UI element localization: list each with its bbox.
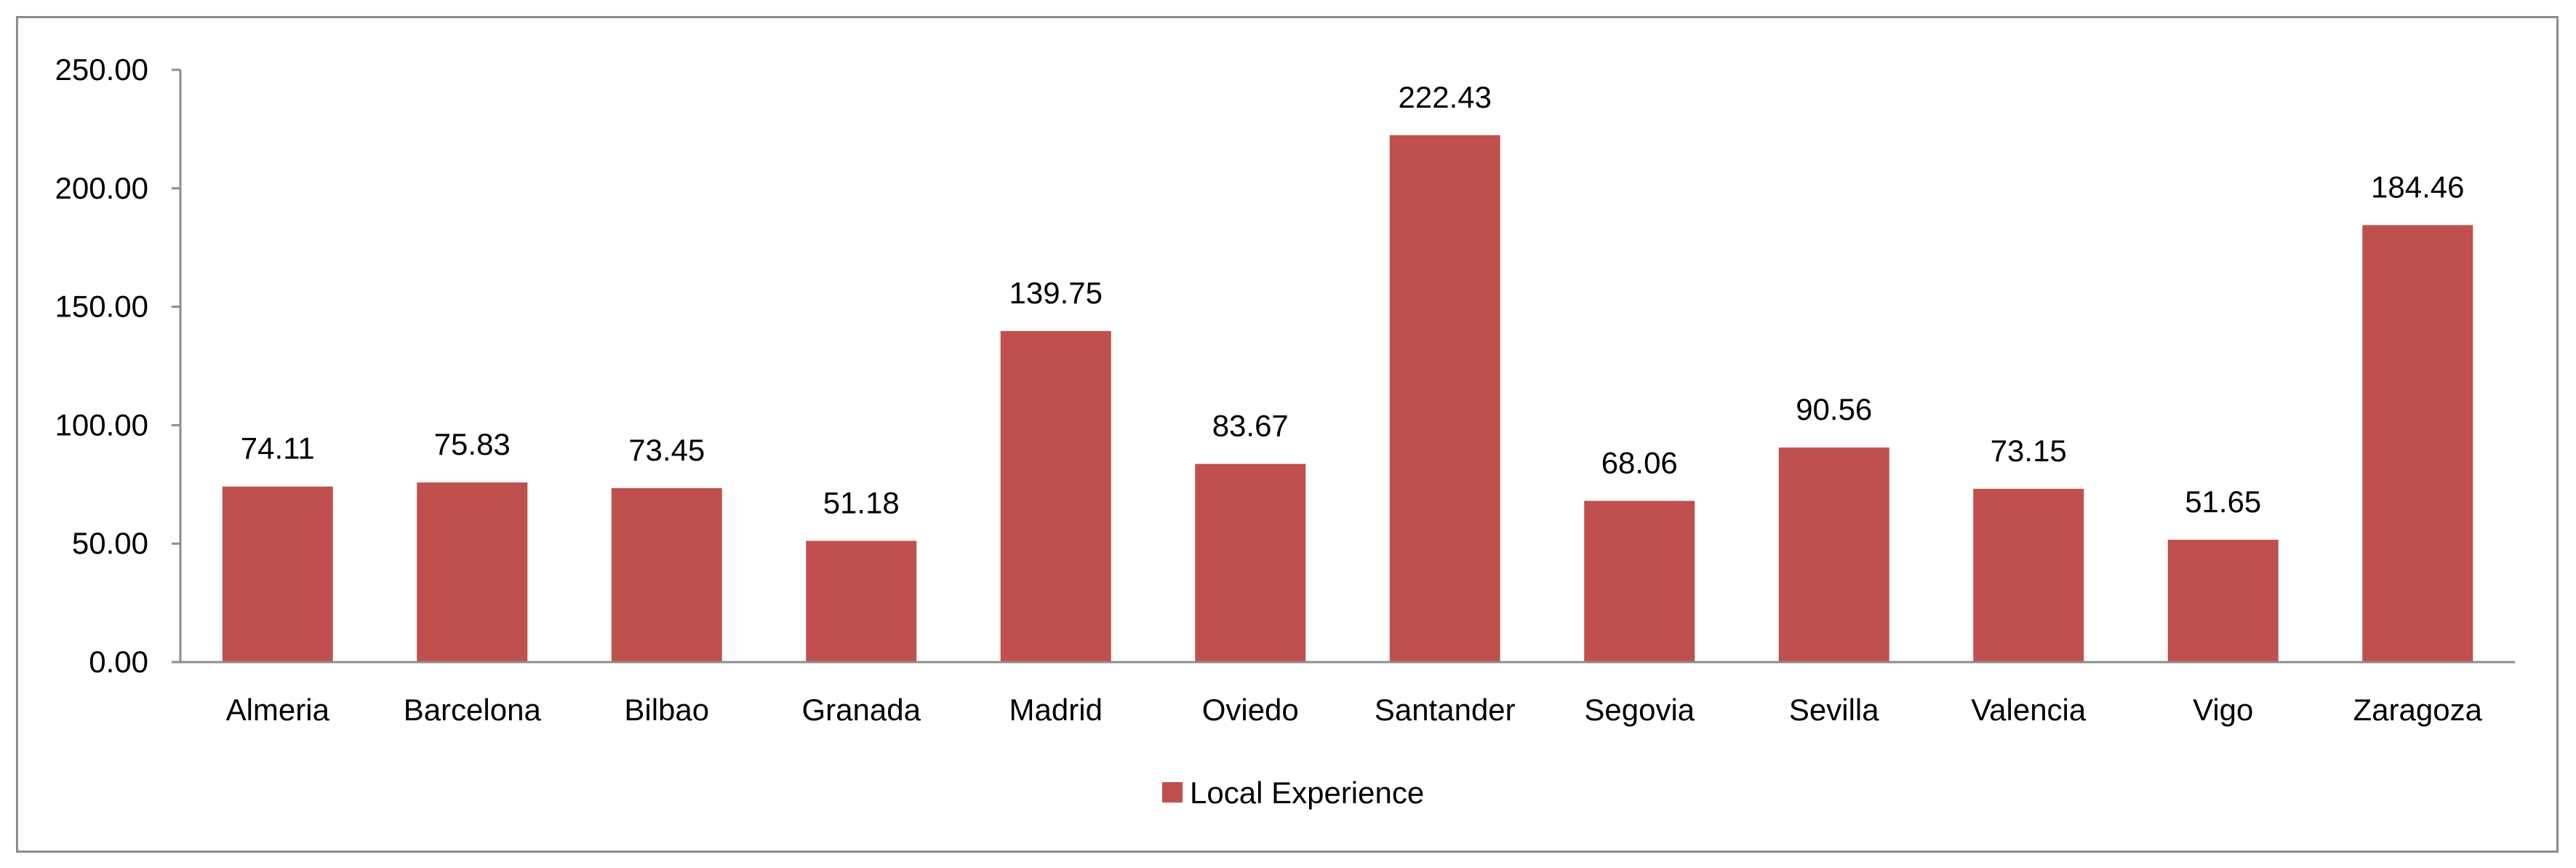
y-axis-ticks: 0.00 50.00 100.00 150.00 200.00 250.00 [55, 52, 180, 679]
x-tick-label-barcelona: Barcelona [404, 693, 542, 727]
bar-granada [806, 541, 917, 662]
x-tick-label-almeria: Almeria [226, 693, 330, 727]
bar-segovia [1584, 501, 1695, 662]
data-label-valencia: 73.15 [1991, 434, 2067, 468]
x-tick-label-zaragoza: Zaragoza [2353, 693, 2483, 727]
bars [222, 135, 2473, 662]
x-axis-labels: Almeria Barcelona Bilbao Granada Madrid Ovied… [226, 693, 2483, 727]
data-label-sevilla: 90.56 [1796, 392, 1872, 426]
y-tick-label: 200.00 [55, 171, 148, 205]
data-label-barcelona: 75.83 [434, 427, 511, 461]
x-tick-label-vigo: Vigo [2193, 693, 2253, 727]
legend: Local Experience [1162, 776, 1424, 810]
x-tick-label-madrid: Madrid [1009, 693, 1103, 727]
data-label-zaragoza: 184.46 [2371, 170, 2464, 204]
x-tick-label-segovia: Segovia [1584, 693, 1695, 727]
data-label-santander: 222.43 [1399, 80, 1492, 114]
bar-almeria [222, 486, 333, 662]
bar-madrid [1000, 330, 1111, 662]
legend-label: Local Experience [1190, 776, 1424, 810]
data-label-oviedo: 83.67 [1212, 409, 1289, 443]
data-label-granada: 51.18 [823, 485, 900, 519]
data-label-vigo: 51.65 [2185, 485, 2261, 519]
y-tick-label: 50.00 [72, 526, 148, 560]
x-tick-label-oviedo: Oviedo [1202, 693, 1299, 727]
bar-sevilla [1778, 447, 1889, 662]
x-tick-label-santander: Santander [1375, 693, 1516, 727]
data-label-almeria: 74.11 [241, 431, 315, 466]
y-tick-label: 100.00 [55, 407, 148, 442]
bar-vigo [2167, 539, 2279, 662]
bar-santander [1389, 135, 1500, 662]
data-labels: 74.11 75.83 73.45 51.18 139.75 83.67 222.43 68.… [241, 80, 2465, 520]
y-tick-label: 150.00 [55, 290, 148, 324]
x-tick-label-bilbao: Bilbao [624, 693, 709, 727]
y-tick-label: 0.00 [89, 645, 148, 679]
bar-zaragoza [2362, 225, 2473, 662]
bar-valencia [1973, 488, 2084, 662]
data-label-bilbao: 73.45 [628, 433, 705, 467]
data-label-segovia: 68.06 [1601, 445, 1678, 479]
x-tick-label-valencia: Valencia [1971, 693, 2087, 727]
legend-swatch [1162, 782, 1183, 803]
x-tick-label-granada: Granada [802, 693, 921, 727]
bar-oviedo [1195, 463, 1306, 662]
chart-frame [16, 16, 2559, 853]
data-label-madrid: 139.75 [1009, 276, 1103, 310]
bar-barcelona [417, 482, 528, 662]
y-tick-label: 250.00 [55, 52, 148, 87]
bar-bilbao [611, 487, 722, 662]
x-tick-label-sevilla: Sevilla [1789, 693, 1879, 727]
